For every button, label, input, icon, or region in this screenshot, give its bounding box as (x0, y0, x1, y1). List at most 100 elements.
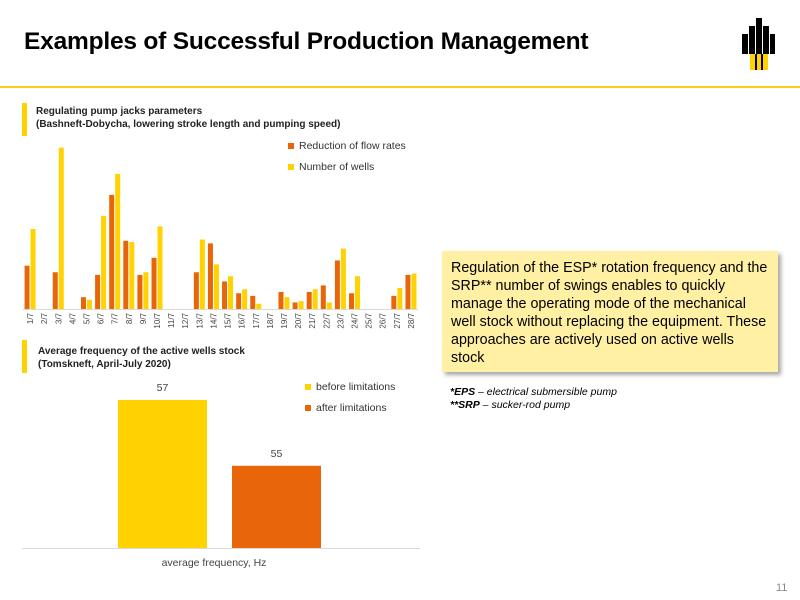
chart1-bar (306, 291, 312, 309)
chart1-bar (58, 147, 64, 309)
chart1-bar (52, 272, 58, 309)
chart1-tick-label: 5/7 (82, 312, 91, 324)
chart2-bar (232, 465, 321, 548)
chart1-bar (137, 274, 143, 309)
page-title: Examples of Successful Production Manage… (24, 28, 589, 55)
chart1-tick-label: 6/7 (97, 312, 106, 324)
chart1-bar (123, 240, 129, 309)
legend-swatch-yellow (288, 163, 294, 170)
chart1-bar (298, 301, 304, 309)
chart1-tick-label: 22/7 (322, 312, 331, 328)
chart1-bar (101, 215, 107, 309)
legend-swatch-orange (305, 404, 311, 411)
chart2-title: Average frequency of the active wells st… (38, 346, 245, 357)
chart1-tick-label: 3/7 (54, 312, 63, 324)
chart1-bar (199, 239, 205, 309)
footnote-srp: **SRP – sucker-rod pump (450, 399, 571, 411)
chart1-tick-label: 19/7 (280, 312, 289, 328)
chart1-bar (326, 302, 332, 309)
chart1-bar (115, 173, 121, 309)
chart1-bar (355, 276, 361, 309)
legend-label: Reduction of flow rates (299, 139, 406, 152)
chart1-bar (213, 264, 219, 309)
chart1-tick-label: 1/7 (26, 312, 35, 324)
legend-label: after limitations (316, 401, 387, 414)
chart2-bar (118, 400, 207, 548)
chart1-tick-label: 11/7 (167, 312, 176, 328)
footnote-esp: *EPS – electrical submersible pump (450, 386, 617, 398)
footnotes: *EPS – electrical submersible pump **SRP… (450, 386, 617, 412)
chart1-bar (193, 272, 199, 309)
chart1-tick-label: 24/7 (351, 312, 360, 328)
chart1-tick-label: 7/7 (111, 312, 120, 324)
chart2-data-label: 55 (271, 448, 283, 460)
chart1-bar (157, 226, 163, 309)
info-callout: Regulation of the ESP* rotation frequenc… (442, 251, 778, 372)
page-number: 11 (776, 582, 788, 594)
chart1-bar (340, 248, 346, 309)
chart1-tick-label: 20/7 (294, 312, 303, 328)
chart1-tick-label: 4/7 (68, 312, 77, 324)
chart1-tick-label: 25/7 (365, 312, 374, 328)
chart1-bar (30, 228, 36, 309)
chart1-tick-label: 28/7 (407, 312, 416, 328)
chart1-bar (242, 289, 248, 309)
chart1-legend-item: Reduction of flow rates (288, 135, 406, 156)
chart1-bar (207, 243, 213, 309)
chart1-bar (391, 295, 397, 309)
chart1-bar (256, 303, 262, 309)
chart1-tick-label: 16/7 (238, 312, 247, 328)
chart1-bar (80, 297, 86, 309)
chart1-bar (397, 288, 403, 309)
chart1-bar (129, 242, 135, 309)
chart1-legend: Reduction of flow rates Number of wells (288, 135, 406, 177)
chart2-subtitle: (Tomskneft, April-July 2020) (38, 359, 171, 370)
chart1-bar (292, 302, 298, 309)
chart1-tick-label: 14/7 (209, 312, 218, 328)
chart1-bar (278, 291, 284, 309)
legend-swatch-yellow (305, 383, 311, 390)
chart2-data-label: 57 (157, 382, 169, 394)
chart1-title-block: Regulating pump jacks parameters (Bashne… (36, 105, 340, 131)
chart1-bar (405, 274, 411, 309)
chart2-accent-bar (22, 340, 27, 373)
chart1-tick-label: 17/7 (252, 312, 261, 328)
chart1-accent-bar (22, 103, 27, 136)
chart1-tick-label: 12/7 (181, 312, 190, 328)
chart2-category-label: average frequency, Hz (162, 557, 267, 569)
chart1-bar (284, 297, 290, 309)
chart1-tick-label: 8/7 (125, 312, 134, 324)
chart1-tick-label: 18/7 (266, 312, 275, 328)
chart1-bar (109, 194, 115, 309)
legend-label: Number of wells (299, 160, 375, 173)
chart1-tick-label: 10/7 (153, 312, 162, 328)
chart1-subtitle: (Bashneft-Dobycha, lowering stroke lengt… (36, 119, 341, 130)
chart1-tick-label: 26/7 (379, 312, 388, 328)
chart1-bar (349, 293, 355, 309)
chart1-tick-label: 15/7 (224, 312, 233, 328)
chart1-bar (143, 272, 149, 309)
chart1-tick-label: 2/7 (40, 312, 49, 324)
chart2-legend: before limitations after limitations (305, 376, 395, 418)
chart1-bar (228, 276, 234, 309)
chart1-tick-label: 23/7 (336, 312, 345, 328)
chart1-bar (312, 289, 318, 309)
chart1-bar (334, 260, 340, 309)
chart2-legend-item: before limitations (305, 376, 395, 397)
legend-swatch-orange (288, 142, 294, 149)
chart1-bar (222, 281, 228, 309)
chart1-bar (411, 273, 417, 309)
chart1-bar (86, 299, 92, 309)
chart1-tick-label: 13/7 (195, 312, 204, 328)
chart2-title-block: Average frequency of the active wells st… (38, 345, 245, 371)
chart1-legend-item: Number of wells (288, 156, 406, 177)
chart1-tick-label: 21/7 (308, 312, 317, 328)
chart1-bar (151, 257, 157, 309)
chart1-title: Regulating pump jacks parameters (36, 106, 203, 117)
chart1-tick-label: 9/7 (139, 312, 148, 324)
title-divider (0, 86, 800, 88)
chart1-bar (320, 285, 326, 309)
chart2-legend-item: after limitations (305, 397, 395, 418)
chart1-bar (95, 274, 101, 309)
chart1-bar (24, 265, 30, 309)
